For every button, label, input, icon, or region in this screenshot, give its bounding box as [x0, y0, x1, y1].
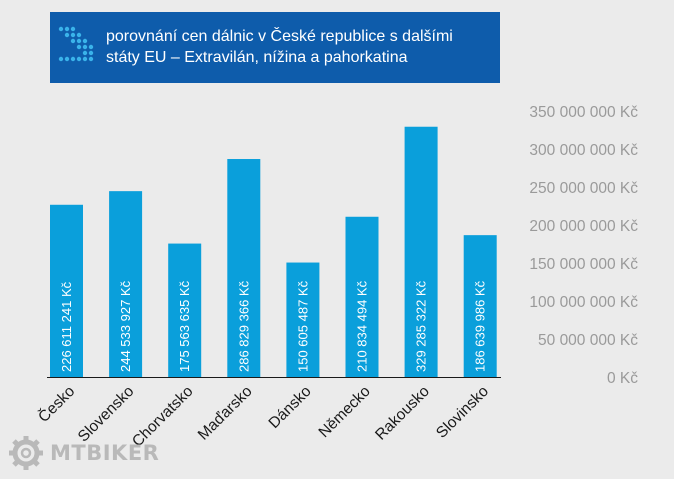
bar-value-label: 186 639 986 Kč	[473, 280, 488, 372]
category-label: Česko	[35, 383, 78, 426]
y-tick-label: 150 000 000 Kč	[529, 256, 638, 273]
bar-value-label: 329 285 322 Kč	[414, 280, 429, 372]
y-tick-label: 0 Kč	[607, 370, 638, 387]
bars-layer	[47, 126, 501, 378]
watermark: MTBIKER	[8, 432, 159, 474]
bar-6	[404, 126, 438, 377]
bar-value-label: 210 834 494 Kč	[355, 280, 370, 372]
category-label: Slovinsko	[433, 383, 492, 442]
y-tick-label: 250 000 000 Kč	[529, 180, 638, 197]
category-label: Rakousko	[372, 383, 433, 444]
bar-value-label: 244 533 927 Kč	[118, 280, 133, 372]
gear-logo-icon	[9, 436, 43, 470]
chart-title-box: porovnání cen dálnic v České republice s…	[50, 12, 500, 83]
category-label: Německo	[316, 383, 374, 441]
bar-4	[286, 262, 320, 377]
bar-value-label: 286 829 366 Kč	[236, 280, 251, 372]
chart-title: porovnání cen dálnic v České republice s…	[106, 28, 453, 66]
value-labels-layer: 226 611 241 Kč 244 533 927 Kč 175 563 635 …	[59, 280, 488, 372]
dots-logo-icon	[58, 26, 94, 62]
bar-5	[345, 216, 379, 377]
watermark-text: MTBIKER	[50, 441, 160, 465]
bar-0	[50, 204, 83, 377]
bar-value-label: 175 563 635 Kč	[177, 280, 192, 372]
bar-value-label: 226 611 241 Kč	[59, 281, 74, 372]
bar-3	[227, 159, 261, 377]
bar-value-label: 150 605 487 Kč	[295, 280, 310, 372]
y-tick-label: 100 000 000 Kč	[529, 294, 638, 311]
y-tick-label: 200 000 000 Kč	[529, 218, 638, 235]
y-tick-label: 350 000 000 Kč	[529, 104, 638, 121]
y-tick-label: 300 000 000 Kč	[529, 142, 638, 159]
category-label: Dánsko	[266, 383, 315, 432]
category-label: Maďarsko	[195, 383, 256, 444]
y-axis-ticks: 0 Kč 50 000 000 Kč 100 000 000 Kč 150 000 0…	[529, 104, 638, 387]
bar-7	[463, 235, 497, 377]
bar-2	[168, 243, 202, 377]
bar-1	[109, 191, 143, 377]
y-tick-label: 50 000 000 Kč	[538, 332, 638, 349]
